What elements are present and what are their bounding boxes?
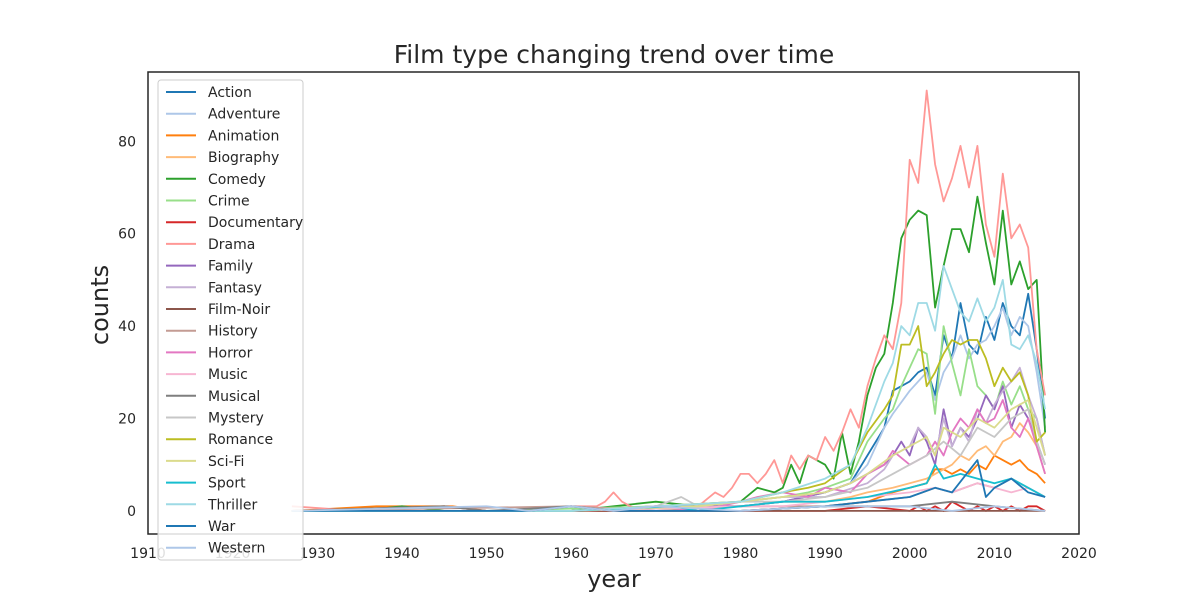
- legend-item: Musical: [166, 389, 260, 405]
- x-tick-label: 1980: [723, 546, 759, 562]
- legend-label: Film-Noir: [208, 302, 270, 318]
- legend-label: Thriller: [207, 497, 257, 513]
- legend-item: Action: [166, 85, 252, 101]
- x-axis-title: year: [587, 565, 641, 593]
- legend-label: Mystery: [208, 411, 264, 427]
- y-tick-label: 80: [118, 134, 136, 150]
- legend-label: Horror: [208, 345, 253, 361]
- plot-frame: [147, 71, 1080, 535]
- series-line-comedy: [291, 195, 1046, 512]
- series-line-adventure: [291, 306, 1046, 512]
- legend-item: Drama: [166, 237, 255, 253]
- legend-item: Thriller: [166, 497, 257, 513]
- legend-items: Action Adventure Animation Biography Comedy C…: [166, 85, 303, 557]
- series-line-action: [291, 292, 1046, 512]
- legend-item: Comedy: [166, 172, 266, 188]
- y-tick-label: 40: [118, 319, 136, 335]
- legend-label: Comedy: [208, 172, 266, 188]
- legend-item: Sci-Fi: [166, 454, 244, 470]
- legend-label: History: [208, 324, 258, 340]
- series-line-biography: [291, 422, 1046, 512]
- series-layer: [291, 89, 1046, 512]
- legend-label: Sci-Fi: [208, 454, 244, 470]
- y-tick-label: 60: [118, 227, 136, 243]
- y-tick-labels: 0 20 40 60 80: [118, 134, 136, 520]
- legend-item: Film-Noir: [166, 302, 270, 318]
- legend-item: Mystery: [166, 411, 264, 427]
- y-axis-title: counts: [86, 265, 114, 345]
- x-tick-label: 1990: [807, 546, 843, 562]
- legend-item: History: [166, 324, 258, 340]
- legend-label: Musical: [208, 389, 260, 405]
- legend-label: Romance: [208, 432, 273, 448]
- series-line-mystery: [291, 408, 1046, 512]
- series-line-romance: [291, 325, 1046, 512]
- legend-item: War: [166, 519, 236, 535]
- legend-item: Western: [166, 541, 265, 557]
- legend-label: Crime: [208, 194, 250, 210]
- x-tick-label: 1940: [384, 546, 420, 562]
- legend-label: Documentary: [208, 215, 303, 231]
- legend-label: Family: [208, 259, 253, 275]
- legend-item: Sport: [166, 476, 246, 492]
- legend-item: Documentary: [166, 215, 303, 231]
- legend-item: Adventure: [166, 107, 280, 123]
- chart-title: Film type changing trend over time: [394, 40, 835, 69]
- legend: Action Adventure Animation Biography Comedy C…: [157, 79, 304, 561]
- legend-label: Music: [208, 367, 248, 383]
- x-tick-label: 2020: [1061, 546, 1097, 562]
- x-tick-label: 1960: [553, 546, 589, 562]
- legend-label: Western: [208, 541, 265, 557]
- x-tick-label: 2010: [977, 546, 1013, 562]
- legend-label: Animation: [208, 128, 279, 144]
- legend-label: Adventure: [208, 107, 280, 123]
- legend-item: Fantasy: [166, 280, 262, 296]
- x-tick-label: 1910: [130, 546, 166, 562]
- x-tick-label: 1930: [299, 546, 335, 562]
- series-line-western: [291, 505, 1046, 512]
- legend-item: Horror: [166, 345, 253, 361]
- y-tick-label: 20: [118, 412, 136, 428]
- legend-item: Crime: [166, 194, 250, 210]
- series-line-documentary: [291, 500, 1046, 512]
- legend-item: Music: [166, 367, 248, 383]
- series-line-crime: [291, 325, 1046, 512]
- x-tick-label: 2000: [892, 546, 928, 562]
- legend-label: Fantasy: [208, 280, 262, 296]
- x-tick-label: 1950: [469, 546, 505, 562]
- legend-label: Action: [208, 85, 252, 101]
- legend-item: Family: [166, 259, 253, 275]
- series-line-drama: [291, 89, 1046, 512]
- legend-label: Drama: [208, 237, 255, 253]
- legend-label: Biography: [208, 150, 279, 166]
- legend-item: Animation: [166, 128, 279, 144]
- y-tick-label: 0: [127, 504, 136, 520]
- legend-label: War: [208, 519, 236, 535]
- x-tick-label: 1970: [638, 546, 674, 562]
- legend-item: Biography: [166, 150, 279, 166]
- legend-item: Romance: [166, 432, 273, 448]
- legend-label: Sport: [208, 476, 246, 492]
- series-line-thriller: [291, 265, 1046, 512]
- x-tick-labels: 1910192019301940195019601970198019902000…: [130, 546, 1097, 562]
